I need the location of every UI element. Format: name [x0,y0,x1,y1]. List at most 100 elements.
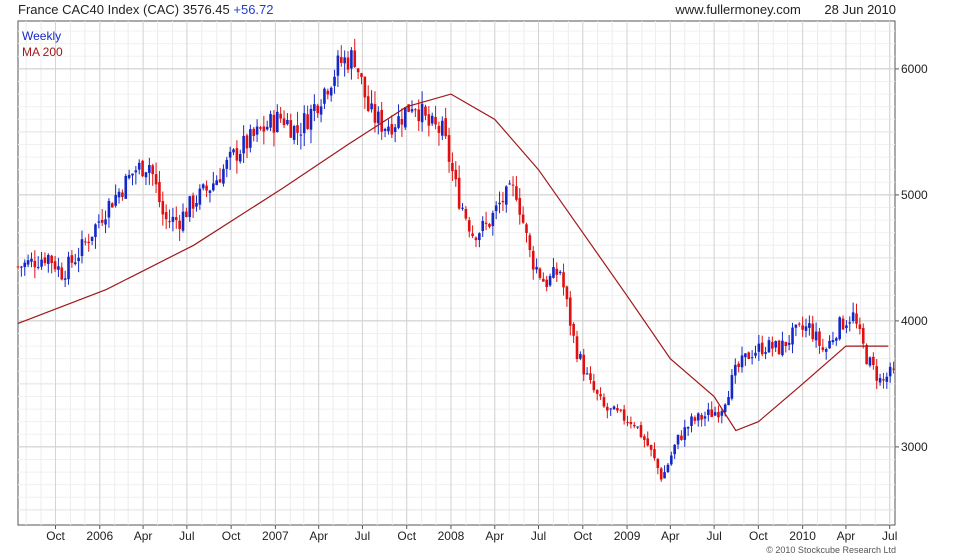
candle-body [282,118,286,126]
candle-body [417,109,421,122]
candle-body [787,342,791,345]
candle-body [255,126,259,135]
weekly-candle [121,189,124,201]
candle-body [808,323,811,328]
candle-body [350,50,353,69]
candle-body [30,258,33,262]
candle-body [333,76,336,86]
weekly-candle [750,350,754,365]
x-tick-label: 2007 [262,529,289,543]
copyright: © 2010 Stockcube Research Ltd [766,545,896,555]
candle-body [302,113,306,134]
candle-body [272,114,276,133]
candle-body [198,188,202,205]
candle-body [73,262,77,265]
weekly-candle [410,100,414,114]
candle-body [791,327,794,345]
weekly-candle [848,316,852,332]
weekly-candle [747,351,751,360]
weekly-candle [589,366,592,384]
weekly-candle [558,269,562,276]
candle-body [781,340,784,356]
candle-body [861,327,865,344]
candle-body [100,219,104,223]
candle-body [521,214,525,223]
weekly-candle [420,91,424,132]
candle-body [424,106,427,116]
weekly-candle [97,214,101,229]
candle-body [528,235,532,251]
candle-body [690,416,693,427]
y-tick-label: 5000 [901,188,928,202]
weekly-candle [774,340,777,352]
weekly-candle [457,165,461,210]
weekly-candle [737,361,740,373]
candle-body [494,205,498,212]
x-tick-label: Oct [222,529,241,543]
candle-body [717,411,720,418]
candle-body [703,416,707,419]
x-tick-label: 2010 [789,529,816,543]
candle-body [878,378,882,383]
source-line: www.fullermoney.com 28 Jun 2010 [675,2,896,17]
weekly-candle [670,451,673,466]
weekly-candle [696,412,700,427]
candle-body [754,352,757,356]
weekly-candle [659,467,663,482]
y-tick-label: 6000 [901,62,928,76]
site-link[interactable]: www.fullermoney.com [675,2,801,17]
candle-body [777,340,781,355]
weekly-candle [171,207,175,232]
candle-body [279,113,282,119]
weekly-candle [245,133,249,159]
weekly-candle [710,401,714,418]
candle-body [144,172,148,178]
candle-body [838,317,841,340]
candle-body [148,164,151,173]
candle-body [238,154,242,162]
x-tick-label: Oct [749,529,768,543]
candle-body [437,125,441,133]
weekly-candle [158,170,161,208]
candle-body [575,336,579,360]
candle-body [835,338,838,341]
weekly-candle [218,168,222,183]
weekly-candle [70,250,74,268]
candle-body [289,120,293,138]
weekly-candle [649,444,653,457]
weekly-candle [878,373,882,386]
candle-body [545,279,549,288]
y-tick-label: 4000 [901,314,928,328]
candle-body [767,340,771,353]
weekly-candle [764,346,767,360]
weekly-candle [373,91,377,133]
weekly-candle [888,362,892,383]
legend-ma200: MA 200 [22,45,63,59]
weekly-candle [531,246,535,280]
weekly-candle [821,338,825,353]
weekly-candle [235,140,239,174]
weekly-candle [568,291,572,336]
candle-body [845,325,848,328]
candle-body [683,427,687,440]
weekly-candle [643,434,646,448]
candle-body [794,324,798,328]
weekly-candle [824,347,828,360]
candle-body [828,340,831,349]
weekly-candle [90,236,94,246]
candle-body [168,221,171,223]
candle-body [582,354,586,375]
candle-body [235,148,239,161]
candle-body [242,135,245,154]
candle-body [750,357,754,359]
x-tick-label: Apr [309,529,328,543]
candle-body [43,257,47,264]
candle-body [181,211,185,231]
candle-body [275,111,279,133]
candle-body [390,124,394,135]
candle-body [764,352,767,354]
candle-body [693,417,697,421]
candle-body [343,57,346,64]
weekly-candle [144,171,148,186]
weekly-candle [154,162,158,193]
